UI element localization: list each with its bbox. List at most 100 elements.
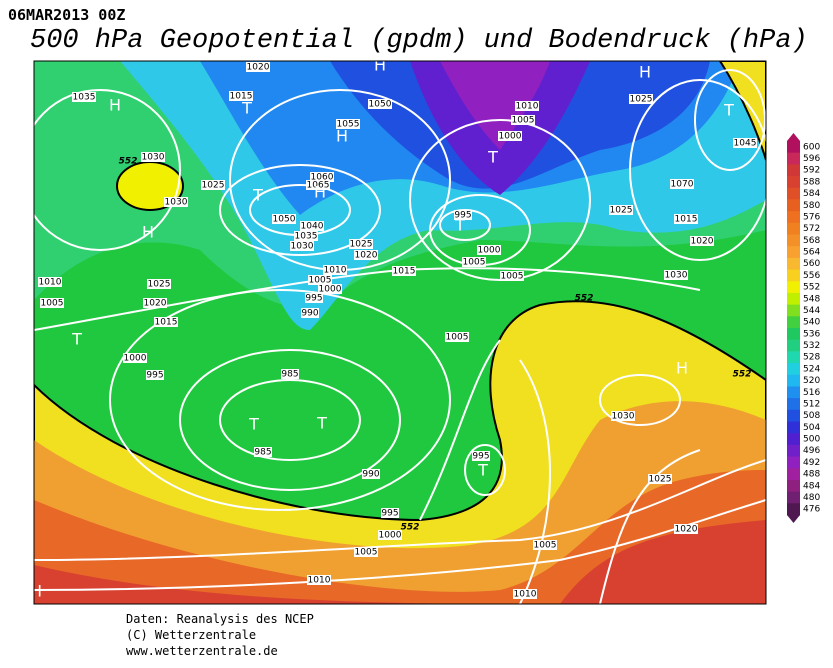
colorbar-label: 528 bbox=[803, 353, 820, 363]
colorbar-cell bbox=[787, 269, 800, 282]
label-box bbox=[477, 245, 501, 255]
colorbar-label: 492 bbox=[803, 458, 820, 468]
label-box bbox=[40, 298, 64, 308]
isobar-label: 1000 bbox=[319, 285, 342, 295]
isobar-label: 1060 bbox=[311, 173, 334, 183]
label-box bbox=[164, 197, 188, 207]
colorbar-label: 500 bbox=[803, 435, 820, 445]
isobar-label: 1010 bbox=[516, 102, 539, 112]
isobar-label: 1050 bbox=[369, 100, 392, 110]
colorbar-label: 584 bbox=[803, 189, 820, 199]
isobar-label: 1015 bbox=[230, 92, 253, 102]
isobar-label: 1005 bbox=[512, 116, 535, 126]
label-box bbox=[674, 524, 698, 534]
colorbar-cap bbox=[787, 515, 800, 523]
isobar-label: 1030 bbox=[142, 153, 165, 163]
label-box bbox=[498, 131, 522, 141]
label-box bbox=[368, 99, 392, 109]
pressure-center: T bbox=[316, 414, 327, 433]
pressure-center: H bbox=[30, 582, 42, 601]
label-box bbox=[445, 332, 469, 342]
isobar-label: 985 bbox=[281, 370, 298, 380]
label-box bbox=[354, 547, 378, 557]
label-box bbox=[454, 210, 472, 220]
label-box bbox=[300, 221, 324, 231]
colorbar-cell bbox=[787, 398, 800, 411]
colorbar-label: 512 bbox=[803, 399, 820, 409]
isobar-label: 1050 bbox=[273, 215, 296, 225]
pressure-center: T bbox=[723, 101, 734, 120]
isobar-label: 1025 bbox=[148, 280, 171, 290]
isobar-label: 1000 bbox=[124, 354, 147, 364]
isobar-label: 1040 bbox=[301, 222, 324, 232]
isobar-label: 1055 bbox=[337, 120, 360, 130]
pressure-center: H bbox=[374, 56, 386, 75]
pressure-center: H bbox=[142, 223, 154, 242]
pressure-center: T bbox=[487, 148, 498, 167]
colorbar-cell bbox=[787, 421, 800, 434]
colorbar-label: 520 bbox=[803, 376, 820, 386]
label-box bbox=[306, 180, 330, 190]
colorbar-cell bbox=[787, 164, 800, 177]
colorbar-cell bbox=[787, 234, 800, 247]
label-box bbox=[318, 284, 342, 294]
isobar-label: 1010 bbox=[324, 266, 347, 276]
colorbar-cell bbox=[787, 292, 800, 306]
pressure-center: H bbox=[639, 63, 651, 82]
colorbar-label: 480 bbox=[803, 493, 820, 503]
pressure-center: T bbox=[71, 330, 82, 349]
colorbar-cell bbox=[787, 409, 800, 422]
isobar-label: 995 bbox=[381, 509, 398, 519]
colorbar-label: 504 bbox=[803, 423, 820, 433]
label-box bbox=[308, 275, 332, 285]
colorbar-cell bbox=[787, 187, 800, 200]
colorbar-label: 552 bbox=[803, 283, 820, 293]
colorbar-label: 556 bbox=[803, 271, 820, 281]
isobar-label: 1005 bbox=[501, 272, 524, 282]
label-box bbox=[733, 138, 757, 148]
label-box bbox=[349, 239, 373, 249]
colorbar-label: 596 bbox=[803, 154, 820, 164]
label-box bbox=[381, 508, 399, 518]
colorbar-cell bbox=[787, 246, 800, 259]
isobar-label: 1025 bbox=[202, 181, 225, 191]
colorbar-label: 496 bbox=[803, 446, 820, 456]
label-box bbox=[629, 94, 653, 104]
pressure-center: T bbox=[241, 99, 252, 118]
pressure-center: T bbox=[477, 461, 488, 480]
isobar-label: 1025 bbox=[630, 95, 653, 105]
isobar-label: 1005 bbox=[446, 333, 469, 343]
pressure-center: T bbox=[454, 216, 465, 235]
isobar-label: 1000 bbox=[499, 132, 522, 142]
map-frame bbox=[33, 60, 767, 605]
label-box bbox=[500, 271, 524, 281]
date-label: 06MAR2013 00Z bbox=[8, 6, 125, 24]
colorbar-cell bbox=[787, 444, 800, 458]
label-box bbox=[147, 279, 171, 289]
colorbar-cap bbox=[787, 133, 800, 141]
isobar-label: 1005 bbox=[534, 541, 557, 551]
label-box bbox=[201, 180, 225, 190]
label-box bbox=[272, 214, 296, 224]
isobar-label: 1005 bbox=[355, 548, 378, 558]
isobar-label: 1000 bbox=[379, 531, 402, 541]
label-box bbox=[323, 265, 347, 275]
isobar-label: 1005 bbox=[41, 299, 64, 309]
colorbar-cell bbox=[787, 152, 800, 165]
colorbar-cell bbox=[787, 222, 800, 235]
pressure-center: H bbox=[314, 183, 326, 202]
pressure-center: H bbox=[336, 127, 348, 146]
label-box bbox=[515, 101, 539, 111]
isobar-label: 1045 bbox=[734, 139, 757, 149]
contour-label: 552 bbox=[733, 370, 752, 380]
label-box bbox=[123, 353, 147, 363]
isobar-label: 1035 bbox=[73, 93, 96, 103]
label-box bbox=[354, 250, 378, 260]
colorbar-label: 544 bbox=[803, 306, 820, 316]
isobar-label: 1010 bbox=[308, 576, 331, 586]
footer-url: www.wetterzentrale.de bbox=[126, 644, 278, 658]
colorbar-cell bbox=[787, 316, 800, 329]
isobar-label: 1030 bbox=[665, 271, 688, 281]
label-box bbox=[513, 589, 537, 599]
isobar-label: 990 bbox=[362, 470, 379, 480]
